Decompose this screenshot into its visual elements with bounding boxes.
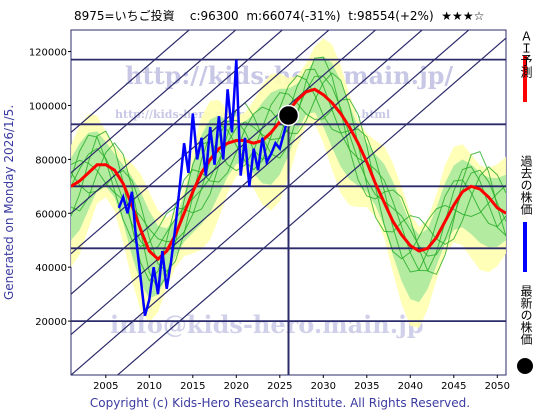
y-tick-label: 60000	[35, 209, 67, 220]
trend-channel-line	[71, 30, 237, 174]
x-tick-label: 2040	[398, 381, 423, 392]
x-tick-label: 2015	[180, 381, 205, 392]
past-price-line	[117, 59, 290, 317]
chart-header: 8975=いちご投資 c:96300 m:66074(-31%) t:98554…	[74, 7, 484, 24]
current-price: c:96300	[189, 9, 239, 23]
x-tick-label: 2025	[267, 381, 292, 392]
legend-past-label: 過去の株価	[519, 155, 533, 215]
x-tick-label: 2010	[137, 381, 162, 392]
latest-price-marker	[277, 104, 300, 127]
y-tick-label: 20000	[35, 317, 67, 328]
legend-forecast-label: ＡＩ予測	[519, 30, 533, 78]
x-tick-label: 2035	[354, 381, 379, 392]
mid-price: m:66074(-31%)	[246, 9, 341, 23]
x-tick-label: 2030	[311, 381, 336, 392]
copyright-footer: Copyright (c) Kids-Hero Research Institu…	[89, 396, 471, 410]
x-tick-label: 2045	[441, 381, 466, 392]
trend-channel-line	[71, 30, 190, 133]
target-price: t:98554(+2%)	[348, 9, 434, 23]
forecast-scenario-line	[71, 74, 506, 273]
generated-date-label: Generated on Monday 2026/1/5.	[2, 104, 16, 301]
y-tick-label: 80000	[35, 155, 67, 166]
stock-code-name: 8975=いちご投資	[74, 9, 175, 23]
trend-channel-line	[71, 30, 330, 255]
x-tick-label: 2050	[485, 381, 510, 392]
y-tick-label: 120000	[29, 48, 67, 59]
legend-latest-label: 最新の株価	[519, 285, 533, 345]
legend-latest-swatch	[517, 358, 533, 374]
x-tick-label: 2005	[93, 381, 118, 392]
x-tick-label: 2020	[224, 381, 249, 392]
trend-channel-line	[71, 30, 284, 214]
rating-stars: ★★★☆	[441, 9, 485, 23]
x-axis-ticks: 2005 2010 2015 2020 2025 2030 2035 2040 2045 2050	[93, 375, 510, 392]
y-tick-label: 40000	[35, 263, 67, 274]
watermark-bottom: info@kids-hero.main.jp	[110, 310, 424, 339]
y-tick-label: 100000	[29, 101, 67, 112]
y-axis-ticks: 20000 40000 60000 80000 100000 120000	[29, 48, 71, 328]
